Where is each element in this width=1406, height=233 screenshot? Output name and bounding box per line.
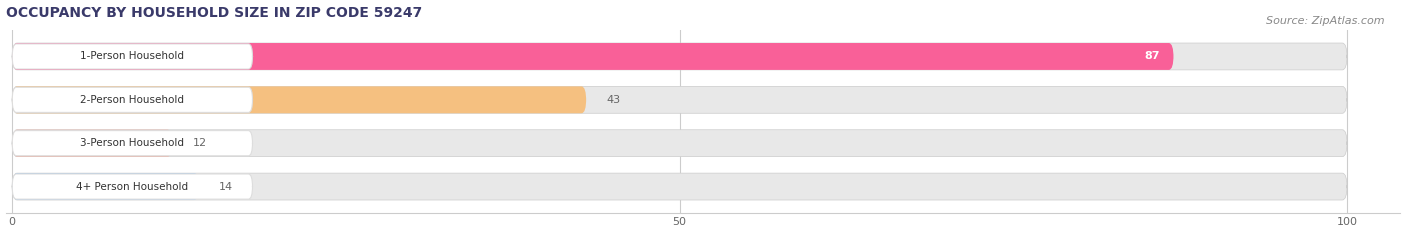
Text: Source: ZipAtlas.com: Source: ZipAtlas.com — [1267, 16, 1385, 26]
Text: 4+ Person Household: 4+ Person Household — [76, 182, 188, 192]
Text: 14: 14 — [219, 182, 233, 192]
FancyBboxPatch shape — [13, 174, 253, 199]
FancyBboxPatch shape — [13, 43, 1347, 70]
FancyBboxPatch shape — [13, 87, 253, 112]
FancyBboxPatch shape — [13, 44, 253, 69]
FancyBboxPatch shape — [13, 86, 586, 113]
FancyBboxPatch shape — [13, 131, 253, 156]
FancyBboxPatch shape — [13, 130, 173, 157]
FancyBboxPatch shape — [13, 173, 1347, 200]
Text: 1-Person Household: 1-Person Household — [80, 51, 184, 62]
FancyBboxPatch shape — [13, 173, 200, 200]
Text: 12: 12 — [193, 138, 207, 148]
FancyBboxPatch shape — [13, 130, 1347, 157]
Text: 3-Person Household: 3-Person Household — [80, 138, 184, 148]
FancyBboxPatch shape — [13, 86, 1347, 113]
FancyBboxPatch shape — [13, 43, 1174, 70]
Text: 87: 87 — [1144, 51, 1160, 62]
Text: 43: 43 — [606, 95, 620, 105]
Text: OCCUPANCY BY HOUSEHOLD SIZE IN ZIP CODE 59247: OCCUPANCY BY HOUSEHOLD SIZE IN ZIP CODE … — [6, 6, 422, 20]
Text: 2-Person Household: 2-Person Household — [80, 95, 184, 105]
